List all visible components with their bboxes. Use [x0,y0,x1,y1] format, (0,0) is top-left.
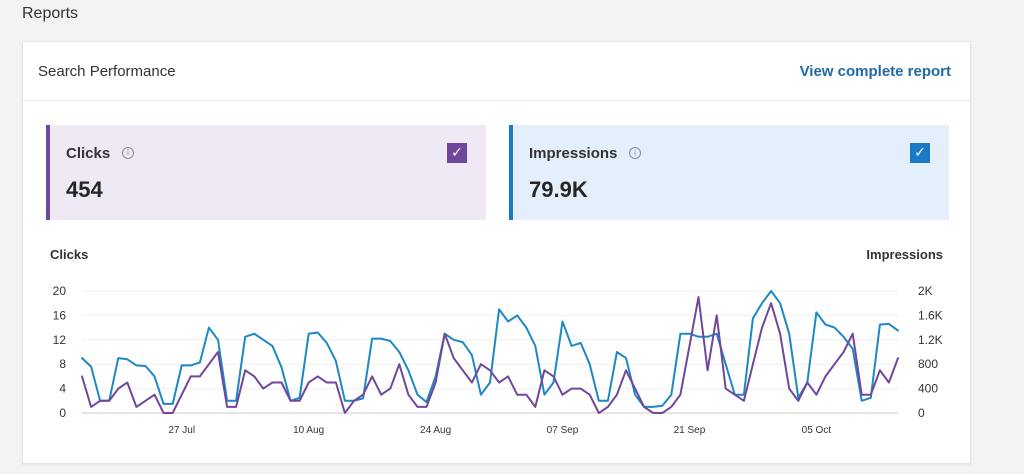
right-tick-label: 400 [918,382,938,396]
x-tick-label: 21 Sep [674,425,706,436]
impressions-value: 79.9K [529,177,588,202]
x-tick-label: 24 Aug [420,425,451,436]
clicks-metric-tile[interactable]: Clicks i 454 ✓ [46,125,486,220]
right-axis-title: Impressions [866,247,943,262]
info-icon[interactable]: i [629,147,641,159]
info-icon[interactable]: i [122,147,134,159]
performance-line-chart: 0 0 4 400 8 800 12 1.2K 16 1.6K 20 2K 27 Jul 10 Aug 24… [53,284,943,436]
card-header: Search Performance View complete report [23,42,970,101]
clicks-checkbox[interactable]: ✓ [447,143,467,163]
impressions-label: Impressions [529,145,618,162]
left-tick-label: 12 [53,333,67,347]
right-tick-label: 2K [918,284,933,298]
clicks-series-line [81,296,899,414]
left-tick-label: 20 [53,284,67,298]
clicks-value: 454 [66,177,103,202]
right-tick-label: 800 [918,357,938,371]
x-tick-label: 10 Aug [293,425,324,436]
impressions-series-line [81,290,899,408]
search-performance-card: Search Performance View complete report … [22,41,971,464]
right-tick-label: 1.6K [918,308,943,322]
right-tick-label: 1.2K [918,333,943,347]
impressions-checkbox[interactable]: ✓ [910,143,930,163]
check-icon: ✓ [914,145,926,161]
x-tick-label: 27 Jul [168,425,195,436]
right-tick-label: 0 [918,406,925,420]
x-tick-label: 05 Oct [802,425,832,436]
left-tick-label: 8 [59,357,66,371]
left-tick-label: 0 [59,406,66,420]
impressions-metric-tile[interactable]: Impressions i 79.9K ✓ [509,125,949,220]
left-tick-label: 4 [59,382,66,396]
view-complete-report-link[interactable]: View complete report [799,63,951,80]
card-title: Search Performance [38,63,176,80]
clicks-label: Clicks [66,145,111,162]
check-icon: ✓ [451,145,463,161]
left-axis-title: Clicks [50,247,89,262]
left-tick-label: 16 [53,308,67,322]
x-tick-label: 07 Sep [547,425,579,436]
page-heading: Reports [22,5,79,22]
